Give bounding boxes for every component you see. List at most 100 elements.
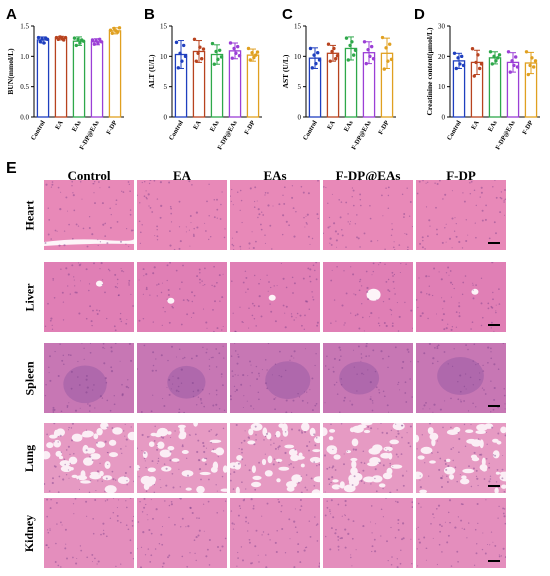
data-point [492, 54, 496, 59]
histology-image-kidney [323, 498, 413, 568]
histology-image-heart [230, 180, 320, 250]
data-point [490, 62, 494, 66]
data-point [478, 66, 482, 71]
data-point [76, 37, 80, 42]
data-point [212, 62, 216, 66]
histology-image-lung [416, 423, 506, 493]
data-point [389, 57, 394, 62]
data-point [81, 39, 86, 43]
data-point [62, 38, 66, 42]
y-tick-label: 1.5 [20, 23, 29, 31]
data-point [99, 40, 104, 44]
y-tick-label: 0 [442, 114, 446, 122]
data-point [380, 35, 385, 40]
data-point [74, 43, 79, 48]
data-point [316, 50, 320, 55]
data-point [108, 28, 113, 32]
y-tick-label: 10 [160, 53, 168, 61]
scale-bar [488, 405, 500, 407]
histology-image-spleen [323, 343, 413, 413]
data-point [352, 53, 356, 57]
column-title: EA [172, 168, 192, 183]
data-point [246, 46, 251, 51]
y-tick-label: 10 [438, 83, 446, 91]
data-point [200, 57, 204, 61]
panel-label-e: E [6, 160, 17, 177]
data-point [530, 56, 534, 60]
data-point [230, 56, 234, 60]
row-title-text: Spleen [22, 360, 37, 396]
panel-label-b: B [144, 6, 155, 23]
data-point [364, 61, 368, 66]
data-point [456, 56, 460, 60]
data-point [219, 55, 224, 59]
data-point [96, 41, 100, 45]
histology-image-lung [230, 423, 320, 493]
y-tick-label: 0 [164, 114, 168, 122]
data-point [228, 41, 233, 45]
data-point [56, 37, 60, 42]
data-point [255, 50, 260, 54]
histology-image-kidney [230, 498, 320, 568]
panel-label-a: A [6, 6, 17, 23]
column-title: F-DP@EAs [335, 168, 401, 183]
data-point [38, 40, 42, 44]
data-point [183, 54, 188, 59]
data-point [248, 58, 252, 62]
data-point [506, 50, 511, 54]
data-point [110, 31, 115, 35]
x-tick-label: EA [192, 119, 203, 131]
data-point [214, 49, 218, 54]
data-point [368, 54, 372, 59]
histology-image-spleen [137, 343, 227, 413]
histology-image-spleen [416, 343, 506, 413]
data-point [180, 59, 184, 63]
data-point [234, 51, 238, 55]
panel-label-c: C [282, 6, 293, 23]
histology-image-kidney [44, 498, 134, 568]
data-point [218, 48, 222, 52]
histology-image-liver [137, 262, 227, 332]
data-point [384, 46, 388, 50]
y-tick-label: 0.0 [20, 114, 29, 122]
row-title-liver: Liver [20, 262, 40, 332]
data-point [201, 47, 206, 51]
data-point [237, 54, 242, 58]
row-title-heart: Heart [20, 180, 40, 250]
data-point [198, 45, 202, 49]
y-tick-label: 15 [160, 23, 168, 31]
x-tick-label: EA [326, 119, 337, 131]
data-point [515, 65, 520, 69]
data-point [40, 37, 44, 41]
data-point [512, 63, 516, 68]
data-point [252, 55, 256, 60]
data-point [346, 58, 350, 62]
data-point [216, 57, 220, 62]
y-tick-label: 20 [438, 53, 446, 61]
data-point [210, 41, 215, 46]
histology-image-liver [323, 262, 413, 332]
y-tick-label: 5 [164, 83, 168, 91]
data-point [496, 56, 500, 60]
scale-bar [488, 242, 500, 244]
data-point [36, 35, 41, 40]
data-point [510, 59, 514, 63]
y-tick-label: 1.0 [20, 53, 29, 61]
column-title: F-DP [446, 168, 476, 183]
data-point [479, 62, 484, 66]
data-point [232, 46, 236, 51]
data-point [92, 42, 97, 46]
data-point [524, 50, 529, 54]
data-point [328, 59, 332, 63]
histology-image-kidney [416, 498, 506, 568]
scale-bar [488, 485, 500, 487]
data-point [362, 40, 367, 44]
data-point [317, 58, 322, 62]
data-point [370, 44, 374, 49]
y-axis-label: AST (U/L) [281, 54, 290, 88]
y-tick-label: 5 [298, 83, 302, 91]
data-point [382, 67, 386, 71]
x-tick-label: EA [470, 119, 481, 131]
